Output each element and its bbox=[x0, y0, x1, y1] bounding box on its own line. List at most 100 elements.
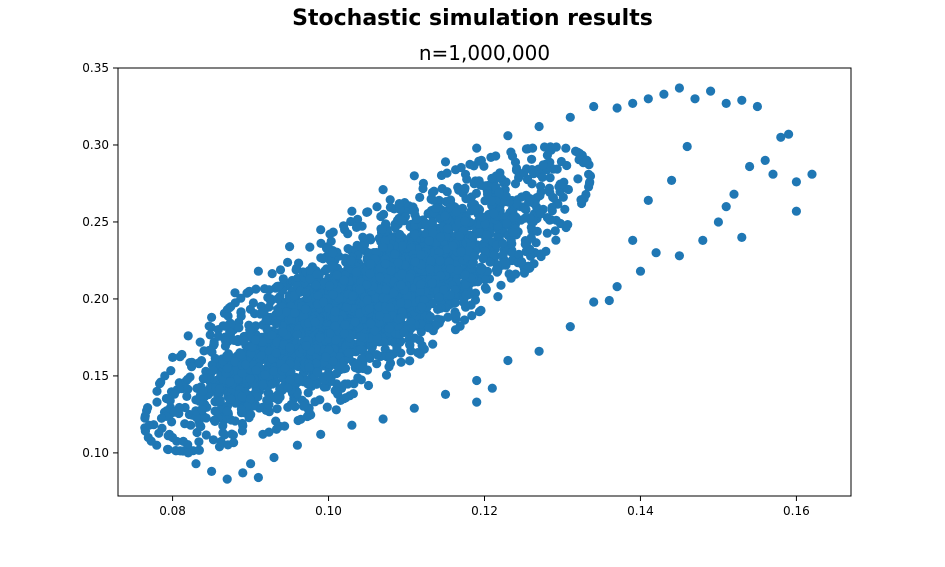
cloud-point bbox=[551, 235, 561, 245]
data-point bbox=[534, 121, 544, 132]
cloud-point bbox=[536, 249, 546, 259]
cloud-point bbox=[396, 280, 406, 290]
cloud-point bbox=[358, 363, 368, 374]
cloud-point bbox=[374, 302, 384, 312]
cloud-point bbox=[421, 229, 431, 239]
cloud-point bbox=[392, 343, 402, 353]
cloud-point bbox=[372, 359, 382, 369]
cloud-point bbox=[267, 330, 277, 340]
cloud-point bbox=[353, 214, 363, 224]
data-point bbox=[331, 405, 341, 415]
cloud-point bbox=[405, 356, 415, 366]
cloud-point bbox=[526, 233, 536, 243]
cloud-point bbox=[517, 192, 527, 202]
data-point bbox=[191, 459, 201, 469]
data-point bbox=[152, 386, 162, 396]
cloud-point bbox=[285, 375, 295, 385]
data-point bbox=[316, 429, 326, 439]
cloud-point bbox=[435, 232, 446, 242]
cloud-point bbox=[427, 278, 437, 288]
data-point bbox=[222, 474, 232, 484]
cloud-point bbox=[562, 160, 572, 171]
data-point bbox=[183, 448, 193, 458]
cloud-point bbox=[343, 379, 353, 389]
data-point bbox=[168, 432, 178, 443]
cloud-point bbox=[475, 228, 485, 238]
cloud-point bbox=[576, 195, 586, 205]
cloud-point bbox=[442, 223, 453, 234]
cloud-point bbox=[507, 247, 517, 258]
cloud-point bbox=[460, 270, 470, 280]
data-point bbox=[612, 103, 622, 113]
cloud-point bbox=[205, 330, 215, 340]
cloud-point bbox=[182, 391, 192, 401]
cloud-point bbox=[174, 402, 184, 413]
data-point bbox=[472, 375, 482, 386]
cloud-point bbox=[260, 370, 270, 380]
cloud-point bbox=[183, 374, 193, 384]
cloud-point bbox=[380, 259, 390, 269]
cloud-point bbox=[223, 311, 233, 321]
cloud-point bbox=[312, 367, 322, 377]
cloud-point bbox=[339, 329, 349, 339]
data-point bbox=[207, 312, 217, 322]
cloud-point bbox=[390, 223, 400, 233]
cloud-point bbox=[469, 251, 480, 261]
cloud-point bbox=[218, 421, 228, 431]
cloud-point bbox=[385, 302, 395, 312]
data-point bbox=[207, 466, 217, 476]
cloud-point bbox=[351, 222, 362, 232]
chart-title: n=1,000,000 bbox=[418, 41, 551, 65]
cloud-point bbox=[264, 285, 274, 295]
y-tick-label: 0.10 bbox=[82, 446, 109, 460]
cloud-point bbox=[246, 349, 256, 359]
cloud-point bbox=[538, 160, 548, 170]
data-point bbox=[706, 86, 716, 96]
cloud-point bbox=[474, 307, 484, 317]
cloud-point bbox=[479, 161, 489, 171]
cloud-point bbox=[454, 231, 465, 241]
cloud-point bbox=[355, 284, 365, 295]
cloud-point bbox=[267, 379, 277, 389]
cloud-point bbox=[551, 142, 561, 152]
cloud-point bbox=[229, 335, 239, 345]
cloud-point bbox=[318, 297, 328, 307]
cloud-point bbox=[358, 232, 368, 242]
cloud-point bbox=[339, 275, 349, 285]
cloud-point bbox=[175, 352, 185, 362]
cloud-point bbox=[236, 404, 246, 414]
cloud-point bbox=[183, 384, 193, 394]
cloud-point bbox=[542, 228, 552, 238]
cloud-point bbox=[369, 325, 380, 336]
cloud-point bbox=[402, 299, 412, 309]
cloud-point bbox=[517, 257, 527, 267]
cloud-point bbox=[469, 205, 479, 215]
cloud-point bbox=[445, 264, 455, 274]
cloud-point bbox=[563, 184, 574, 195]
cloud-point bbox=[393, 258, 403, 268]
cloud-point bbox=[350, 317, 360, 327]
cloud-point bbox=[143, 403, 153, 413]
cloud-point bbox=[351, 267, 361, 277]
cloud-point bbox=[201, 430, 211, 440]
cloud-point bbox=[584, 178, 595, 188]
data-point bbox=[534, 346, 544, 356]
cloud-point bbox=[210, 406, 220, 416]
cloud-point bbox=[520, 239, 530, 249]
data-point bbox=[776, 132, 786, 142]
cloud-point bbox=[283, 383, 293, 393]
cloud-point bbox=[539, 142, 550, 152]
cloud-point bbox=[328, 290, 338, 300]
cloud-point bbox=[187, 362, 197, 372]
cloud-point bbox=[290, 308, 300, 318]
cloud-point bbox=[508, 227, 518, 237]
cloud-point bbox=[418, 183, 428, 194]
cloud-point bbox=[410, 257, 420, 267]
cloud-point bbox=[494, 187, 504, 198]
data-point bbox=[378, 185, 388, 195]
cloud-point bbox=[272, 337, 282, 347]
data-point bbox=[737, 232, 747, 242]
cloud-point bbox=[197, 405, 207, 415]
cloud-point bbox=[394, 199, 404, 209]
cloud-point bbox=[399, 327, 409, 338]
